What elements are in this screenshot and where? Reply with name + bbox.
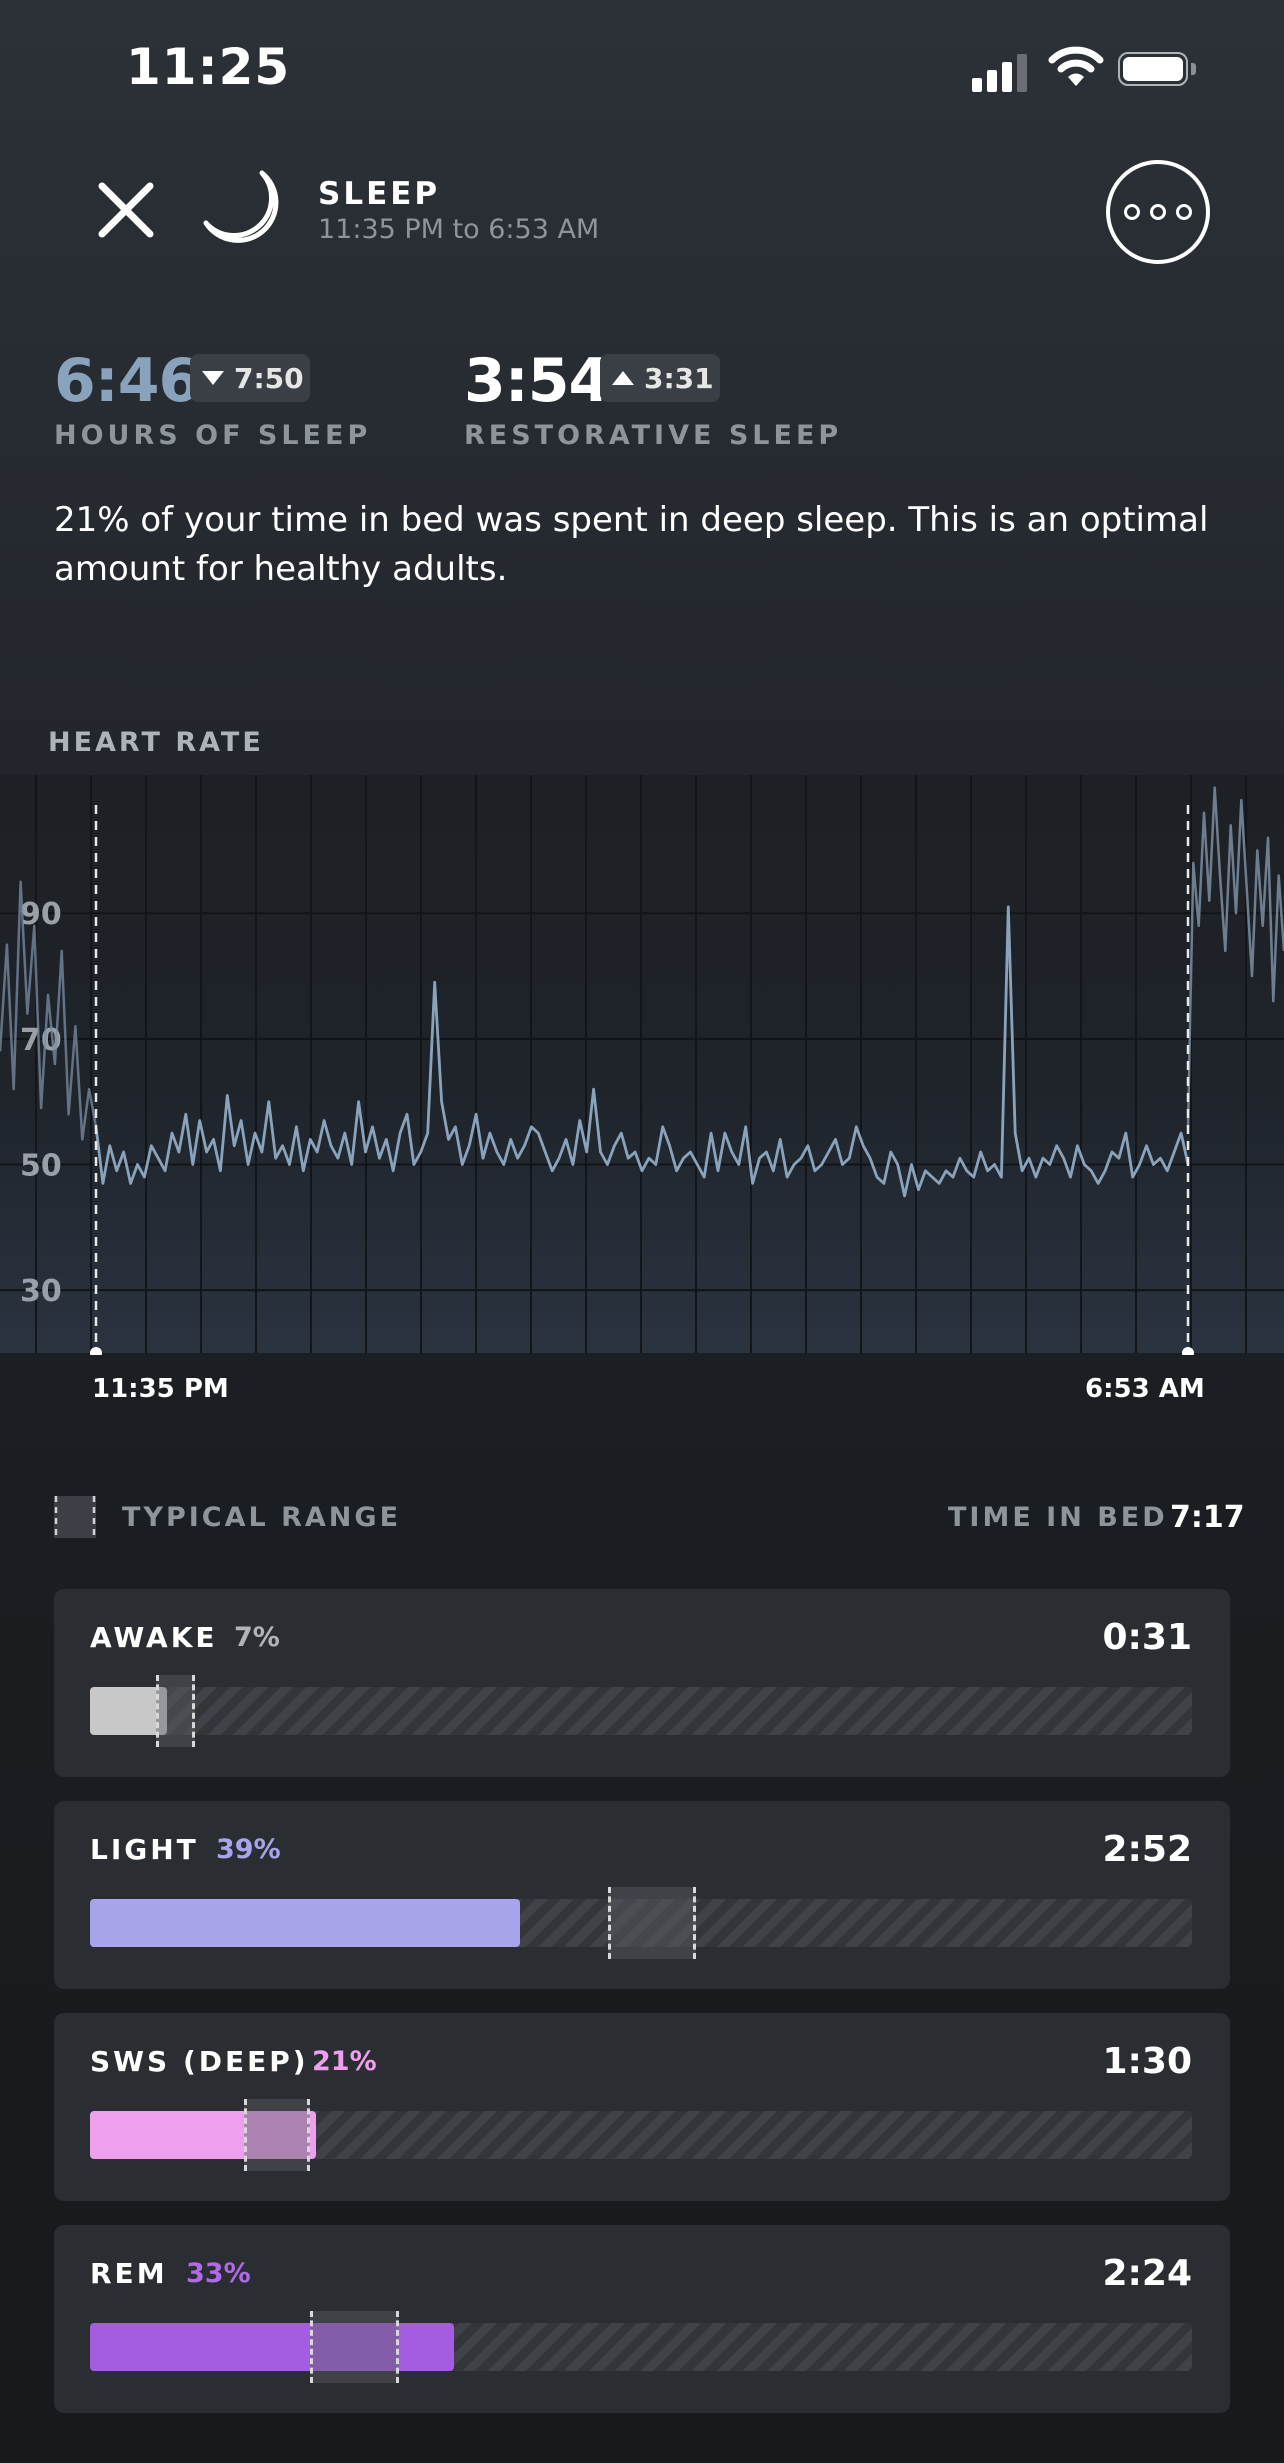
comparison-value: 3:31 (644, 361, 714, 395)
heart-rate-post-sleep-line (1186, 786, 1284, 1127)
more-options-button[interactable] (1106, 160, 1210, 264)
stage-percent: 7% (234, 1622, 280, 1653)
moon-icon (203, 170, 279, 243)
stage-percent: 39% (216, 1834, 281, 1865)
comparison-value: 7:50 (234, 361, 304, 395)
stage-bar-track (90, 2099, 1192, 2171)
heart-rate-pre-sleep-line (0, 880, 98, 1141)
stage-name: SWS (DEEP) (90, 2045, 309, 2078)
time-in-bed-label: TIME IN BED (948, 1502, 1168, 1533)
stage-bar-fill (90, 2111, 316, 2159)
stage-bar-track (90, 2311, 1192, 2383)
stage-card-light[interactable]: LIGHT 39% 2:52 (54, 1801, 1230, 1989)
restorative-sleep-label: RESTORATIVE SLEEP (464, 420, 843, 451)
stage-bar-track (90, 1887, 1192, 1959)
stage-duration: 2:52 (1102, 1829, 1192, 1870)
arrow-down-icon (202, 371, 224, 385)
y-tick-label: 50 (20, 1149, 62, 1184)
more-icon (1124, 204, 1192, 220)
close-icon[interactable] (96, 180, 156, 240)
hours-of-sleep-value: 6:46 (54, 346, 200, 416)
hours-of-sleep-comparison: 7:50 (190, 354, 310, 402)
page-title: SLEEP (318, 176, 441, 212)
hours-of-sleep-label: HOURS OF SLEEP (54, 420, 372, 451)
stage-bar-fill (90, 1687, 168, 1735)
stage-card-deep[interactable]: SWS (DEEP) 21% 1:30 (54, 2013, 1230, 2201)
stage-name: LIGHT (90, 1833, 199, 1866)
arrow-up-icon (612, 371, 634, 385)
stage-name: REM (90, 2257, 168, 2290)
restorative-sleep-value: 3:54 (464, 346, 610, 416)
typical-range-marker (310, 2311, 399, 2383)
heart-rate-line (94, 905, 1190, 1198)
typical-range-marker (156, 1675, 195, 1747)
chart-grid (0, 775, 1284, 1353)
y-tick-label: 90 (20, 897, 62, 932)
typical-range-marker (244, 2099, 311, 2171)
battery-icon (1118, 52, 1198, 88)
y-tick-label: 30 (20, 1274, 62, 1309)
typical-range-marker (607, 1887, 697, 1959)
sleep-end-dot (1182, 1347, 1194, 1355)
sleep-start-dot (90, 1347, 102, 1355)
sleep-end-label: 6:53 AM (1085, 1374, 1205, 1404)
stage-duration: 0:31 (1102, 1617, 1192, 1658)
stage-bar-fill (90, 2323, 454, 2371)
typical-range-label: TYPICAL RANGE (122, 1502, 402, 1533)
stage-bar-track (90, 1675, 1192, 1747)
wifi-icon (1048, 46, 1104, 86)
sleep-start-label: 11:35 PM (92, 1374, 229, 1404)
cellular-signal-icon (972, 50, 1032, 92)
stage-card-awake[interactable]: AWAKE 7% 0:31 (54, 1589, 1230, 1777)
status-time: 11:25 (126, 38, 291, 96)
heart-rate-title: HEART RATE (48, 727, 264, 758)
stage-card-rem[interactable]: REM 33% 2:24 (54, 2225, 1230, 2413)
sleep-time-range: 11:35 PM to 6:53 AM (318, 214, 600, 245)
typical-range-icon (54, 1496, 96, 1538)
stage-duration: 1:30 (1102, 2041, 1192, 2082)
stage-name: AWAKE (90, 1621, 218, 1654)
stage-percent: 21% (312, 2046, 377, 2077)
sleep-summary-text: 21% of your time in bed was spent in dee… (54, 500, 1209, 589)
time-in-bed-value: 7:17 (1170, 1500, 1245, 1535)
stage-bar-fill (90, 1899, 520, 1947)
restorative-sleep-comparison: 3:31 (600, 354, 720, 402)
stage-percent: 33% (186, 2258, 251, 2289)
stage-duration: 2:24 (1102, 2253, 1192, 2294)
